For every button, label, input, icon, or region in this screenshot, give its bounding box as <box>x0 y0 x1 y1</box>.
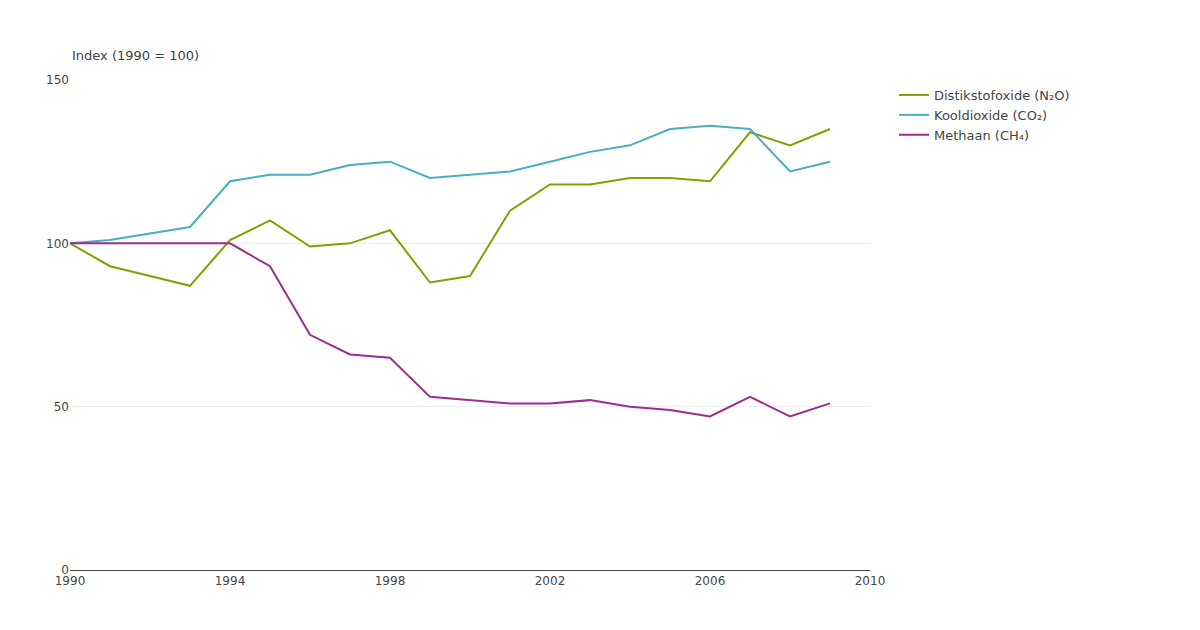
svg-text:1990: 1990 <box>55 574 86 588</box>
svg-text:Kooldioxide (CO₂): Kooldioxide (CO₂) <box>934 108 1047 123</box>
svg-text:Distikstofoxide (N₂O): Distikstofoxide (N₂O) <box>934 88 1070 103</box>
svg-text:Index (1990 = 100): Index (1990 = 100) <box>72 48 199 63</box>
svg-text:1998: 1998 <box>375 574 406 588</box>
svg-text:2010: 2010 <box>855 574 886 588</box>
svg-text:0: 0 <box>61 563 69 577</box>
svg-text:2002: 2002 <box>535 574 566 588</box>
svg-text:150: 150 <box>46 73 69 87</box>
svg-text:50: 50 <box>54 400 69 414</box>
svg-text:Methaan (CH₄): Methaan (CH₄) <box>934 128 1029 143</box>
svg-text:1994: 1994 <box>215 574 246 588</box>
svg-text:2006: 2006 <box>695 574 726 588</box>
svg-text:100: 100 <box>46 237 69 251</box>
